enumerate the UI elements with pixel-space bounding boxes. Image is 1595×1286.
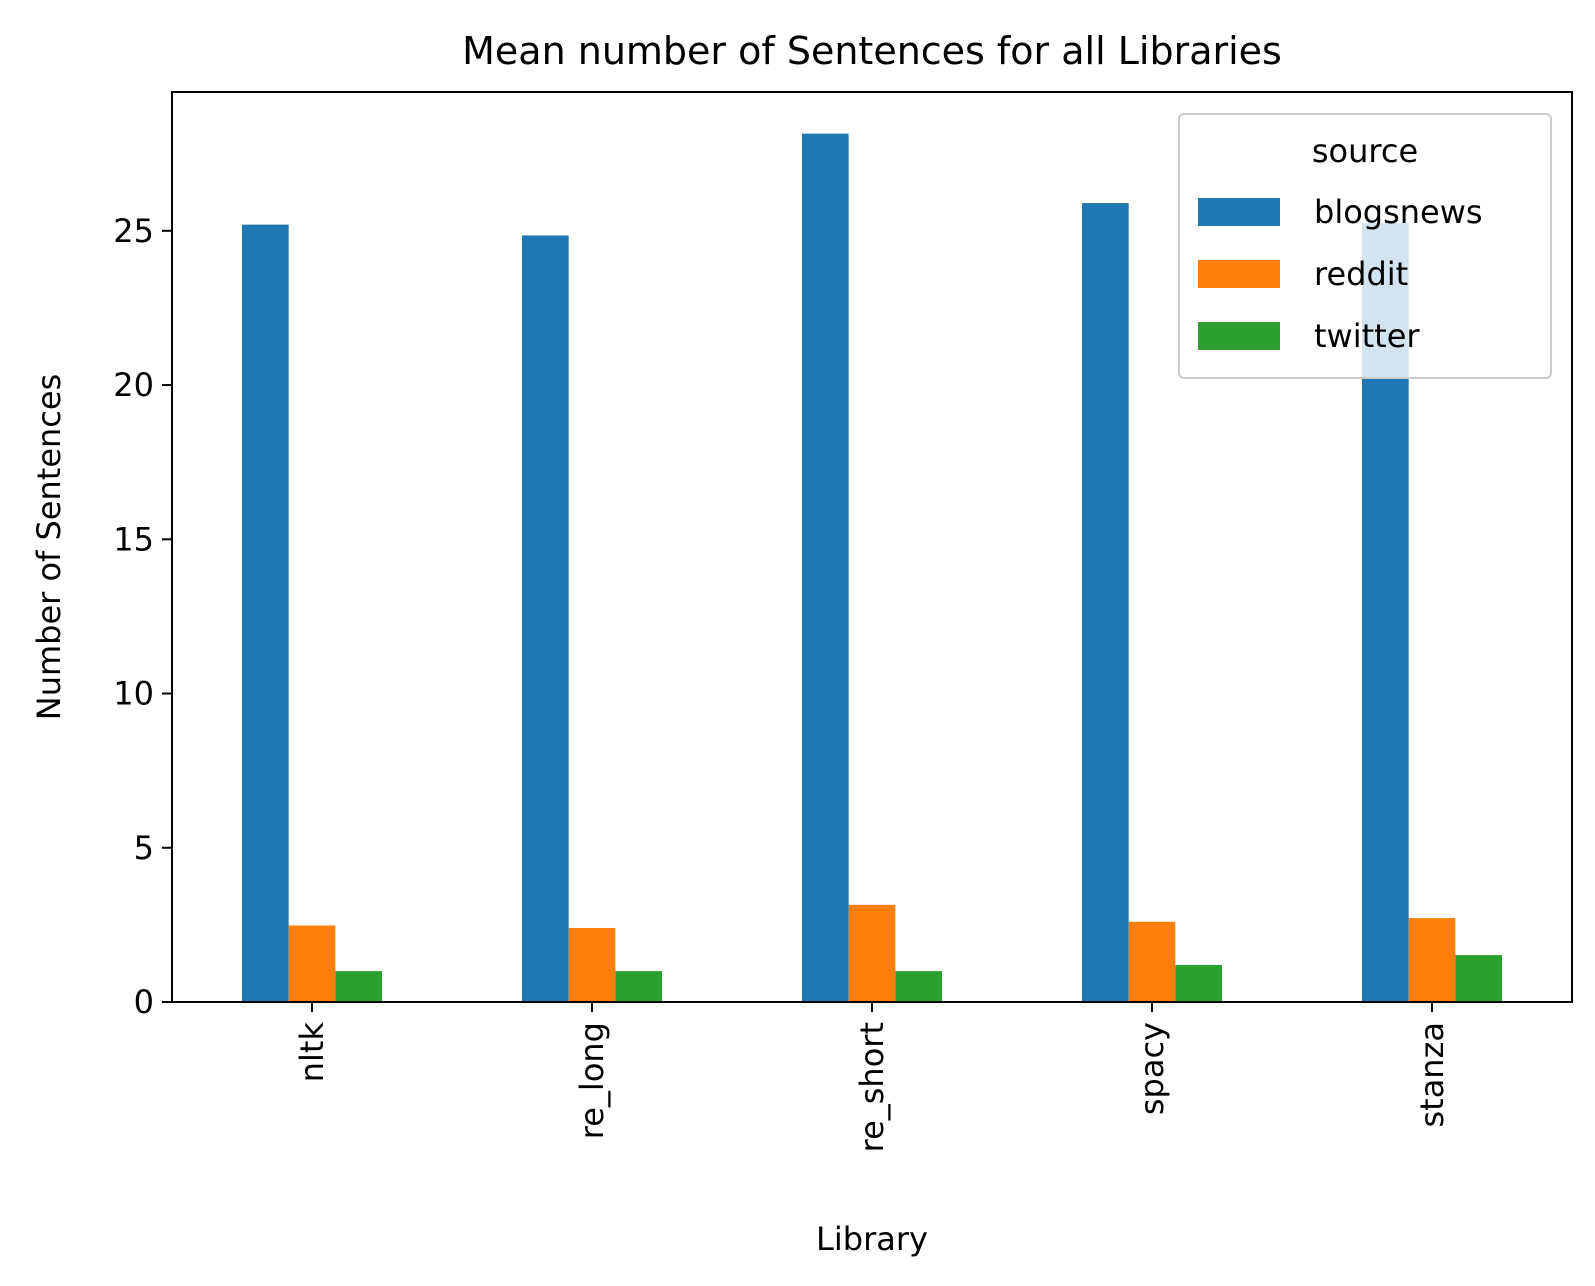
y-tick-label: 10: [113, 675, 154, 713]
y-tick-label: 0: [134, 983, 154, 1021]
legend-label-twitter: twitter: [1314, 317, 1420, 355]
legend-swatch-reddit: [1198, 260, 1280, 288]
bars-layer: [242, 133, 1502, 1003]
legend-swatch-twitter: [1198, 322, 1280, 350]
plot-frame: [171, 91, 1573, 1003]
x-tick-label-stanza: stanza: [1413, 1022, 1451, 1128]
bar-blogsnews-re_short: [802, 133, 849, 1002]
legend-swatch-blogsnews: [1198, 198, 1280, 226]
bar-twitter-nltk: [335, 971, 382, 1002]
legend-label-blogsnews: blogsnews: [1314, 193, 1483, 231]
x-tick-label-re_long: re_long: [573, 1022, 611, 1139]
x-axis: nltk re_long re_short spacy stanza: [293, 1002, 1451, 1152]
bar-reddit-nltk: [288, 925, 336, 1002]
chart-title: Mean number of Sentences for all Librari…: [462, 29, 1282, 73]
y-axis-label: Number of Sentences: [30, 374, 68, 720]
bar-reddit-spacy: [1128, 921, 1176, 1002]
y-tick-label: 15: [113, 520, 154, 558]
bar-reddit-re_short: [848, 904, 896, 1002]
x-tick-label-nltk: nltk: [293, 1022, 331, 1083]
legend-box: [1178, 113, 1552, 379]
bar-twitter-re_short: [895, 971, 942, 1002]
bar-blogsnews-re_long: [522, 235, 569, 1002]
bar-twitter-re_long: [615, 971, 662, 1002]
x-tick-label-re_short: re_short: [853, 1022, 891, 1152]
bar-blogsnews-spacy: [1082, 203, 1129, 1003]
legend: source blogsnews reddit twitter: [1178, 113, 1552, 379]
bar-twitter-spacy: [1175, 964, 1222, 1002]
x-tick-label-spacy: spacy: [1133, 1022, 1171, 1115]
y-tick-label: 5: [134, 829, 154, 867]
y-axis: 0 5 10 15 20 25: [113, 212, 172, 1021]
y-tick-label: 25: [113, 212, 154, 250]
bar-reddit-stanza: [1408, 918, 1456, 1002]
bar-twitter-stanza: [1455, 955, 1502, 1002]
legend-items: blogsnews reddit twitter: [1198, 193, 1483, 355]
bar-reddit-re_long: [568, 927, 616, 1002]
bar-blogsnews-nltk: [242, 224, 289, 1002]
legend-title: source: [1312, 132, 1418, 170]
y-tick-label: 20: [113, 366, 154, 404]
x-axis-label: Library: [816, 1220, 928, 1258]
legend-label-reddit: reddit: [1314, 255, 1408, 293]
